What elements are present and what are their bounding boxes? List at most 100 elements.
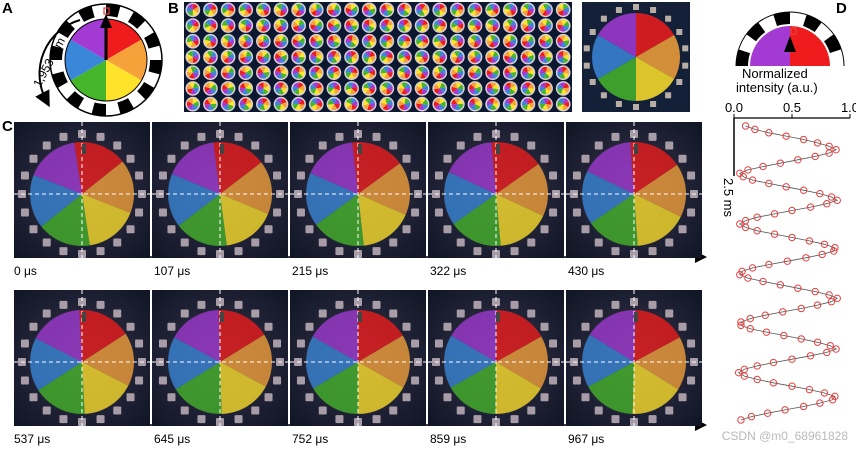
array-wheel: [344, 49, 359, 65]
rim-marker: [158, 376, 167, 385]
rim-marker: [648, 132, 657, 141]
rim-marker: [389, 309, 398, 318]
rim-marker: [296, 376, 305, 385]
rim-marker: [372, 132, 381, 141]
rim-marker: [78, 418, 86, 426]
rim-marker: [611, 300, 620, 309]
rim-marker: [135, 339, 144, 348]
rim-marker: [594, 141, 603, 150]
video-frame: [566, 122, 702, 258]
rim-marker: [264, 225, 273, 234]
video-frame: [14, 122, 150, 258]
rim-marker: [473, 132, 482, 141]
tick-label: 1.0: [841, 100, 856, 115]
rim-marker: [167, 322, 176, 331]
data-point: [794, 284, 802, 292]
array-wheel: [185, 33, 201, 49]
array-wheel: [361, 96, 377, 112]
array-wheel: [256, 96, 271, 112]
array-wheel: [220, 18, 236, 33]
array-wheel: [220, 49, 236, 65]
array-wheel: [502, 96, 518, 112]
rim-marker: [443, 154, 452, 163]
data-point: [830, 247, 838, 255]
array-wheel: [414, 2, 430, 18]
array-wheel: [291, 18, 306, 33]
array-wheel: [379, 49, 395, 65]
rim-marker: [234, 132, 243, 141]
time-label: 0 μs: [14, 264, 37, 278]
rim-marker: [572, 208, 581, 217]
intensity-trace: 0.0 0.5 1.0 2.5 ms: [712, 96, 856, 426]
rim-marker: [318, 238, 327, 247]
array-wheel: [485, 65, 500, 81]
array-wheel: [185, 18, 201, 33]
array-wheel: [520, 18, 536, 33]
rim-marker: [682, 45, 689, 52]
array-wheel: [555, 2, 571, 18]
array-wheel: [185, 65, 201, 81]
data-point: [765, 129, 773, 137]
array-wheel: [344, 18, 359, 33]
rim-marker: [456, 406, 465, 415]
rim-marker: [78, 298, 86, 306]
array-wheel: [291, 49, 306, 65]
rim-marker: [42, 406, 51, 415]
rim-marker: [687, 339, 696, 348]
panel-d-ylabel-line2: intensity (a.u.): [736, 80, 818, 95]
array-wheel: [308, 65, 324, 81]
rim-marker: [540, 393, 549, 402]
rim-marker: [59, 247, 68, 256]
array-wheel: [238, 2, 254, 18]
rim-marker: [96, 415, 105, 424]
array-wheel: [273, 81, 289, 96]
data-point: [753, 227, 761, 235]
rim-marker: [540, 154, 549, 163]
rim-marker: [126, 225, 135, 234]
array-wheel: [450, 96, 465, 112]
rim-marker: [540, 225, 549, 234]
array-wheel: [291, 96, 306, 112]
rim-marker: [549, 339, 558, 348]
rim-marker: [20, 376, 29, 385]
array-wheel: [379, 18, 395, 33]
data-point: [753, 362, 761, 370]
rim-marker: [216, 250, 224, 258]
rim-marker: [510, 132, 519, 141]
rim-marker: [581, 154, 590, 163]
data-point: [827, 298, 836, 306]
data-point: [816, 189, 824, 198]
data-point: [788, 206, 796, 215]
rim-marker: [20, 171, 29, 180]
data-point: [825, 149, 833, 157]
rim-marker: [318, 309, 327, 318]
rim-marker: [665, 15, 672, 22]
data-point: [765, 260, 773, 269]
rim-marker: [318, 406, 327, 415]
data-point: [736, 220, 744, 228]
rim-marker: [594, 309, 603, 318]
rim-marker: [234, 300, 243, 309]
data-point: [780, 331, 788, 340]
data-point: [805, 385, 814, 394]
pointer-mark: [634, 312, 638, 322]
array-wheel: [185, 49, 201, 65]
array-wheel: [220, 81, 236, 96]
array-wheel: [256, 18, 271, 33]
panel-label-a: A: [2, 0, 13, 17]
rim-marker: [335, 415, 344, 424]
rim-marker: [589, 29, 596, 35]
data-point: [813, 139, 822, 147]
rim-marker: [264, 393, 273, 402]
rim-marker: [581, 225, 590, 234]
data-point: [826, 341, 834, 350]
data-point: [734, 368, 743, 377]
array-wheel: [256, 65, 271, 81]
array-wheel: [467, 33, 483, 49]
rim-marker: [42, 141, 51, 150]
rim-marker: [611, 132, 620, 141]
rim-marker: [443, 393, 452, 402]
video-frame: [566, 290, 702, 426]
pointer-mark: [496, 144, 500, 154]
array-wheel: [344, 33, 359, 49]
